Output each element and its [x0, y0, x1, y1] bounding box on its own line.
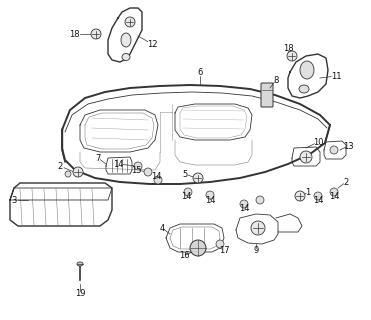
Ellipse shape [122, 53, 130, 60]
Text: 8: 8 [273, 76, 279, 84]
Text: 18: 18 [69, 29, 79, 38]
Text: 4: 4 [160, 223, 165, 233]
Circle shape [295, 191, 305, 201]
Text: 11: 11 [331, 71, 341, 81]
Text: 6: 6 [197, 68, 203, 76]
Circle shape [190, 240, 206, 256]
Circle shape [134, 162, 142, 170]
Ellipse shape [300, 61, 314, 79]
Text: 14: 14 [205, 196, 215, 204]
Text: 14: 14 [113, 159, 123, 169]
Text: 9: 9 [253, 245, 259, 254]
Text: 14: 14 [239, 204, 249, 212]
Text: 18: 18 [283, 44, 293, 52]
Ellipse shape [77, 262, 83, 266]
Text: 16: 16 [179, 252, 189, 260]
Circle shape [193, 173, 203, 183]
Circle shape [73, 167, 83, 177]
Circle shape [300, 151, 312, 163]
Circle shape [256, 196, 264, 204]
Text: 2: 2 [58, 162, 63, 171]
Ellipse shape [121, 33, 131, 47]
Circle shape [91, 29, 101, 39]
Circle shape [314, 192, 322, 200]
Text: 13: 13 [343, 141, 353, 150]
Text: 7: 7 [95, 154, 101, 163]
Text: 2: 2 [344, 178, 349, 187]
Circle shape [240, 200, 248, 208]
Text: 12: 12 [147, 39, 157, 49]
Circle shape [251, 221, 265, 235]
Circle shape [216, 240, 224, 248]
Circle shape [287, 51, 297, 61]
Circle shape [65, 171, 71, 177]
Text: 14: 14 [329, 191, 339, 201]
Circle shape [330, 188, 338, 196]
Text: 3: 3 [11, 196, 17, 204]
FancyBboxPatch shape [261, 83, 273, 107]
Circle shape [206, 191, 214, 199]
Text: 10: 10 [313, 138, 323, 147]
Text: 19: 19 [75, 290, 85, 299]
Ellipse shape [299, 85, 309, 93]
Text: 14: 14 [151, 172, 161, 180]
Text: 15: 15 [131, 165, 141, 174]
Circle shape [125, 17, 135, 27]
Circle shape [144, 168, 152, 176]
Text: 14: 14 [313, 196, 323, 204]
Circle shape [330, 146, 338, 154]
Text: 5: 5 [183, 170, 188, 179]
Circle shape [154, 176, 162, 184]
Text: 1: 1 [305, 188, 311, 196]
Text: 17: 17 [219, 245, 229, 254]
Text: 14: 14 [181, 191, 191, 201]
Circle shape [184, 188, 192, 196]
